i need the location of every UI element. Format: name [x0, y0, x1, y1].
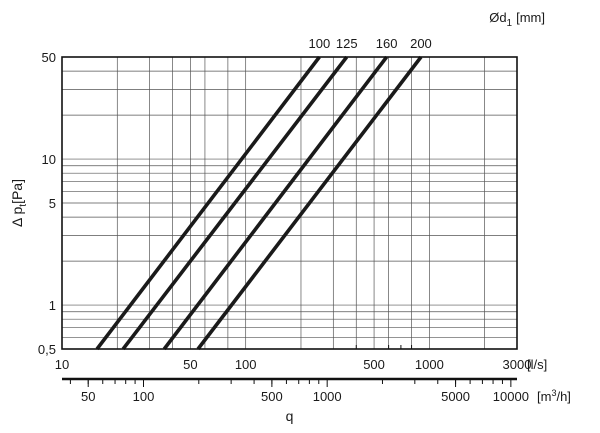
x-tick-label-ls: 1000: [415, 357, 444, 372]
grid-lines: [62, 57, 517, 349]
x-axis-ticks-ls: 10 50 100 500 1000 3000: [55, 345, 532, 372]
x-tick-label-ls: 10: [55, 357, 69, 372]
series-label-100: 100: [309, 36, 331, 51]
series-line-160: [162, 55, 389, 351]
x-tick-label-m3h: 50: [81, 389, 95, 404]
legend-title-subscript: 1: [507, 18, 513, 29]
series-line-125: [121, 55, 349, 351]
series-lines: [95, 55, 423, 351]
y-tick-label: 10: [42, 152, 56, 167]
y-axis-title-unit: [Pa]: [9, 179, 25, 204]
x-tick-label-ls: 3000: [503, 357, 532, 372]
unit-m3h-sup: 3: [551, 388, 556, 398]
legend-title: Ød1 [mm]: [489, 10, 545, 29]
unit-m3h-base: [m: [537, 389, 551, 404]
y-axis-ticks: 0,5 1 5 10 50: [38, 50, 56, 357]
x-axis-unit-m3h: [m3/h]: [537, 388, 571, 404]
x-axis-title: q: [286, 408, 294, 424]
series-label-160: 160: [376, 36, 398, 51]
series-line-200: [196, 55, 423, 351]
x-axis-unit-ls: [l/s]: [527, 357, 547, 372]
unit-m3h-tail: /h]: [556, 389, 570, 404]
series-label-125: 125: [336, 36, 358, 51]
y-tick-label: 5: [49, 196, 56, 211]
x-tick-label-m3h: 5000: [441, 389, 470, 404]
x-tick-label-m3h: 100: [133, 389, 155, 404]
series-line-100: [95, 55, 321, 351]
x-axis-m3h: 50 100 500 1000 5000 10000: [62, 377, 529, 404]
plot-frame: [61, 56, 518, 350]
x-tick-label-ls: 100: [235, 357, 257, 372]
y-tick-label: 50: [42, 50, 56, 65]
x-tick-label-m3h: 10000: [493, 389, 529, 404]
x-tick-label-m3h: 500: [261, 389, 283, 404]
x-tick-label-m3h: 1000: [313, 389, 342, 404]
series-label-200: 200: [410, 36, 432, 51]
y-tick-label: 1: [49, 298, 56, 313]
y-axis-title-subscript: t: [18, 204, 29, 207]
x-tick-label-ls: 50: [183, 357, 197, 372]
x-tick-label-ls: 500: [363, 357, 385, 372]
series-labels: 100 125 160 200: [309, 36, 432, 51]
legend-title-unit: [mm]: [516, 10, 545, 25]
y-axis-title: Δ pt[Pa]: [9, 179, 29, 227]
legend-title-main: Ød: [489, 10, 506, 25]
y-tick-label: 0,5: [38, 342, 56, 357]
y-axis-title-main: Δ p: [9, 207, 25, 227]
